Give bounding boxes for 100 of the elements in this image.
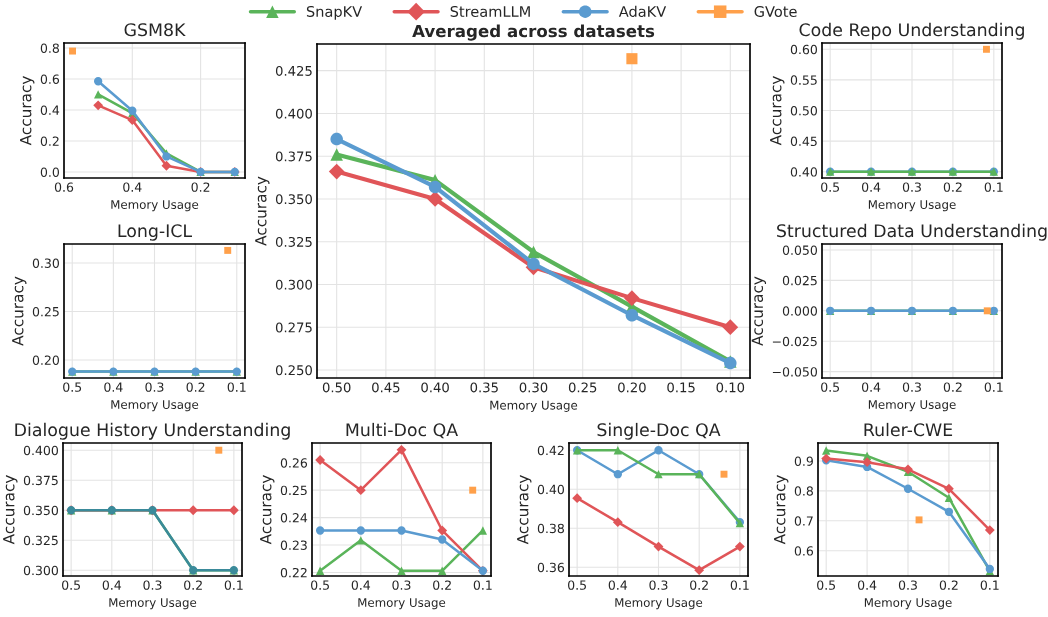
y-tick-label: 0.40 (537, 484, 564, 495)
x-tick-label: 0.50 (322, 382, 351, 393)
x-tick-label: 0.3 (902, 182, 921, 192)
x-axis-title: Memory Usage (109, 598, 197, 610)
x-tick-label: 0.5 (63, 382, 82, 392)
y-tick-label: −0.050 (772, 367, 817, 377)
y-tick-label: 0.8 (794, 486, 813, 496)
x-axis-title: Memory Usage (864, 598, 952, 610)
x-tick-label: 0.3 (649, 580, 668, 590)
y-tick-label: 0.36 (537, 562, 565, 573)
y-tick-label: 0.275 (275, 322, 312, 333)
y-tick-label: 0.300 (23, 565, 58, 576)
y-tick-label: 0.22 (280, 567, 307, 578)
y-tick-label: 0.025 (782, 275, 817, 286)
y-tick-label: 0.40 (790, 167, 817, 177)
chart-title: Single-Doc QA (597, 422, 721, 440)
x-tick-label: 0.1 (730, 580, 749, 590)
y-tick-label: 0.6 (794, 546, 814, 556)
y-tick-label: 0.000 (782, 306, 817, 316)
x-tick-label: 0.3 (902, 382, 921, 392)
x-tick-label: 0.15 (667, 382, 695, 393)
y-tick-label: 0.4 (40, 105, 60, 115)
y-tick-label: 0.400 (23, 445, 58, 456)
x-tick-label: 0.45 (372, 382, 400, 393)
y-tick-label: 0.45 (790, 136, 817, 147)
x-tick-label: 0.3 (143, 580, 162, 590)
x-tick-label: 0.1 (224, 580, 243, 590)
x-tick-label: 0.4 (861, 382, 881, 392)
y-axis-title: Accuracy (774, 475, 789, 545)
x-tick-label: 0.40 (421, 382, 449, 393)
x-tick-label: 0.4 (351, 580, 371, 590)
y-tick-label: 0.350 (23, 505, 58, 516)
x-tick-label: 0.5 (817, 580, 836, 590)
x-tick-label: 0.1 (227, 382, 246, 392)
y-axis-title: Accuracy (751, 276, 767, 346)
y-tick-label: −0.025 (772, 336, 817, 347)
x-tick-label: 0.20 (618, 382, 646, 393)
y-axis-title: Accuracy (12, 276, 27, 346)
legend-label: StreamLLM (450, 5, 530, 18)
chart-title: Structured Data Understanding (777, 223, 1047, 241)
y-tick-label: 0.050 (782, 245, 817, 255)
y-tick-label: 0.400 (275, 108, 312, 119)
x-tick-label: 0.35 (470, 382, 498, 393)
y-tick-label: 0.6 (40, 74, 60, 84)
y-tick-label: 0.250 (275, 365, 312, 376)
x-tick-label: 0.5 (311, 580, 329, 590)
x-tick-label: 0.1 (984, 182, 1003, 192)
x-tick-label: 0.2 (943, 382, 962, 392)
y-tick-label: 0.7 (794, 516, 813, 526)
y-tick-label: 0.30 (32, 258, 59, 268)
x-tick-label: 0.2 (939, 580, 958, 590)
x-tick-label: 0.4 (104, 382, 123, 392)
y-tick-label: 0.20 (32, 355, 59, 365)
y-tick-label: 0.50 (790, 105, 817, 116)
chart-title: GSM8K (124, 23, 186, 37)
chart-title: Ruler-CWE (864, 422, 953, 437)
y-tick-label: 0.425 (275, 65, 312, 76)
y-tick-label: 0.325 (23, 535, 58, 546)
chart-title: Long-ICL (118, 224, 192, 241)
x-tick-label: 0.1 (473, 580, 492, 590)
chart-title: Dialogue History Understanding (15, 422, 290, 440)
x-tick-label: 0.1 (984, 382, 1003, 392)
y-axis-title: Accuracy (3, 475, 18, 545)
x-tick-label: 0.5 (821, 182, 840, 192)
x-tick-label: 0.4 (861, 182, 881, 192)
x-tick-label: 0.3 (145, 382, 164, 392)
y-tick-label: 0.9 (794, 456, 813, 466)
x-axis-title: Memory Usage (358, 598, 446, 610)
y-tick-label: 0.325 (275, 236, 312, 247)
x-tick-label: 0.2 (690, 580, 708, 590)
y-tick-label: 0.24 (280, 513, 308, 523)
x-tick-label: 0.10 (716, 382, 745, 393)
x-tick-label: 0.30 (519, 382, 548, 393)
x-axis-title: Memory Usage (868, 200, 956, 212)
y-tick-label: 0.375 (23, 475, 58, 486)
x-tick-label: 0.4 (608, 580, 628, 590)
y-axis-title: Accuracy (20, 76, 35, 146)
y-tick-label: 0.25 (32, 306, 59, 317)
y-axis-title: Accuracy (260, 475, 275, 545)
y-tick-label: 0.26 (280, 458, 308, 468)
x-tick-label: 0.2 (433, 580, 451, 590)
x-axis-title: Memory Usage (490, 400, 578, 412)
y-tick-label: 0.350 (275, 194, 312, 205)
x-tick-label: 0.5 (568, 580, 586, 590)
chart-title: Averaged across datasets (412, 24, 655, 41)
legend-label: AdaKV (618, 5, 667, 18)
y-tick-label: 0.25 (280, 485, 307, 496)
y-tick-label: 0.8 (40, 43, 59, 53)
x-tick-label: 0.3 (392, 580, 411, 590)
chart-title: Multi-Doc QA (346, 422, 459, 439)
x-tick-label: 0.2 (186, 382, 205, 392)
y-axis-title: Accuracy (255, 176, 270, 246)
x-tick-label: 0.3 (898, 580, 917, 590)
y-tick-label: 0.42 (537, 445, 564, 456)
y-axis-title: Accuracy (770, 76, 785, 146)
x-tick-label: 0.2 (184, 580, 202, 590)
x-tick-label: 0.4 (857, 580, 877, 590)
y-tick-label: 0.0 (40, 167, 59, 177)
y-tick-label: 0.60 (790, 44, 817, 55)
y-tick-label: 0.2 (40, 136, 59, 146)
